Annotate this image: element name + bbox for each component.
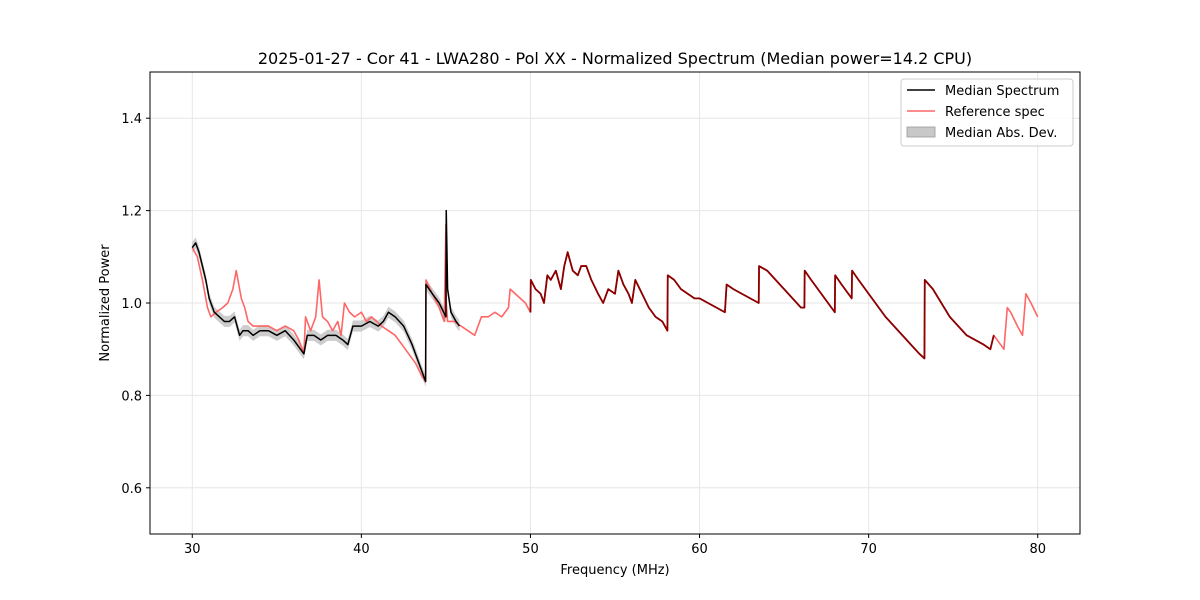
legend-box — [900, 78, 1074, 147]
x-tick-label: 30 — [184, 542, 201, 557]
y-tick-label: 0.8 — [121, 389, 142, 404]
legend-mad-label: Median Abs. Dev. — [945, 126, 1057, 141]
median-series-layer — [191, 209, 995, 383]
y-tick-label: 1.4 — [121, 112, 142, 127]
x-tick-label: 50 — [522, 542, 539, 557]
chart-title: 2025-01-27 - Cor 41 - LWA280 - Pol XX - … — [258, 49, 972, 68]
x-tick-label: 60 — [691, 542, 708, 557]
x-tick-label: 80 — [1029, 542, 1046, 557]
x-tick-label: 40 — [353, 542, 370, 557]
ticks: 30 40 50 60 70 80 0.6 0.8 1.0 1.2 1.4 — [121, 112, 1046, 557]
y-tick-label: 0.6 — [121, 482, 142, 497]
legend-median-label: Median Spectrum — [945, 84, 1059, 99]
y-tick-label: 1.2 — [121, 205, 142, 220]
legend-mad-swatch — [906, 126, 936, 138]
y-axis-label: Normalized Power — [98, 244, 113, 362]
x-axis-label: Frequency (MHz) — [560, 563, 669, 578]
y-tick-label: 1.0 — [121, 297, 142, 312]
overlap-line — [529, 251, 995, 360]
x-tick-label: 70 — [860, 542, 877, 557]
legend-reference-label: Reference spec — [945, 105, 1045, 120]
median-line — [191, 209, 461, 383]
legend: Median Spectrum Reference spec Median Ab… — [900, 78, 1074, 147]
